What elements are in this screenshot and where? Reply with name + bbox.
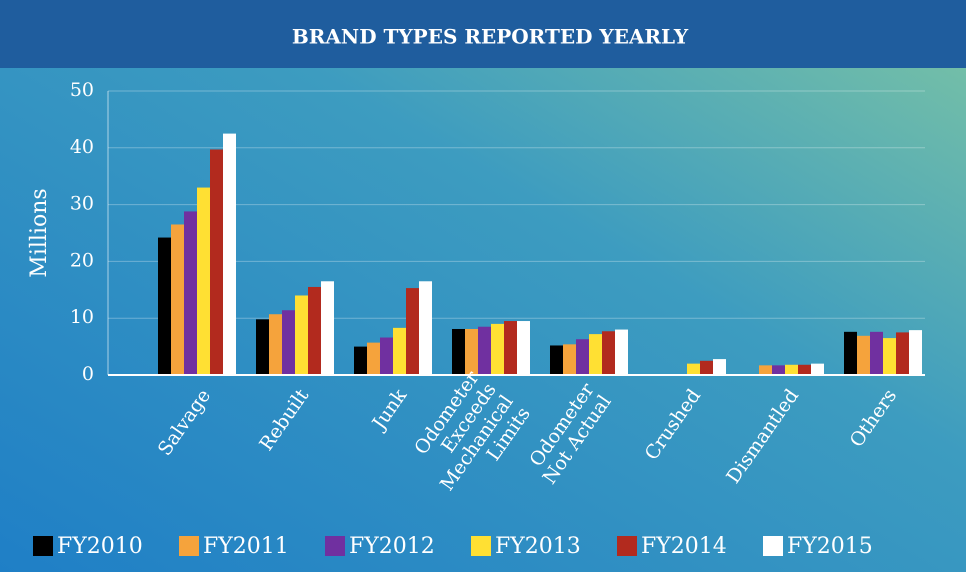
bar <box>308 286 321 375</box>
legend-label: FY2011 <box>203 534 289 559</box>
bar <box>602 331 615 375</box>
bar <box>295 295 308 375</box>
bar <box>772 365 785 375</box>
bar <box>419 281 432 375</box>
bar <box>785 364 798 375</box>
bar <box>844 331 857 375</box>
bar <box>406 288 419 375</box>
title-bar <box>0 0 966 68</box>
legend-swatch <box>763 536 783 556</box>
bar <box>883 338 896 375</box>
bar <box>576 339 589 375</box>
bar <box>380 337 393 375</box>
bar <box>798 364 811 375</box>
legend-swatch <box>33 536 53 556</box>
bar <box>589 334 602 375</box>
bar <box>811 363 824 375</box>
bar <box>857 335 870 375</box>
legend-label: FY2010 <box>57 534 143 559</box>
legend-swatch <box>179 536 199 556</box>
bar <box>171 224 184 375</box>
legend-swatch <box>617 536 637 556</box>
y-tick-label: 0 <box>82 363 94 385</box>
y-tick-label: 50 <box>70 79 94 101</box>
legend-label: FY2012 <box>349 534 435 559</box>
y-tick-label: 40 <box>70 136 94 158</box>
bar <box>269 314 282 375</box>
bar <box>909 330 922 375</box>
bar <box>517 321 530 375</box>
bar <box>158 237 171 375</box>
bar <box>393 327 406 375</box>
chart-title: BRAND TYPES REPORTED YEARLY <box>292 25 689 49</box>
y-axis-label: Millions <box>27 188 52 277</box>
bar <box>870 331 883 375</box>
legend-label: FY2015 <box>787 534 873 559</box>
y-tick-label: 10 <box>70 306 94 328</box>
bar <box>687 363 700 375</box>
bar <box>282 310 295 375</box>
legend-label: FY2014 <box>641 534 727 559</box>
bar <box>713 359 726 375</box>
legend-swatch <box>325 536 345 556</box>
bar <box>256 319 269 375</box>
bar <box>491 323 504 375</box>
legend-swatch <box>471 536 491 556</box>
bar <box>354 346 367 375</box>
bar <box>197 187 210 375</box>
bar <box>504 321 517 375</box>
bar <box>478 326 491 375</box>
y-tick-label: 20 <box>70 249 94 271</box>
bar <box>700 360 713 375</box>
bar <box>465 328 478 375</box>
y-tick-label: 30 <box>70 193 94 215</box>
bar <box>184 211 197 375</box>
bar <box>896 332 909 375</box>
bar <box>367 342 380 375</box>
bar <box>563 344 576 375</box>
bar <box>223 133 236 375</box>
bar <box>615 329 628 375</box>
bar <box>321 281 334 375</box>
bar <box>210 149 223 375</box>
legend-label: FY2013 <box>495 534 581 559</box>
bar <box>759 365 772 375</box>
bar <box>452 328 465 375</box>
bar <box>550 345 563 375</box>
